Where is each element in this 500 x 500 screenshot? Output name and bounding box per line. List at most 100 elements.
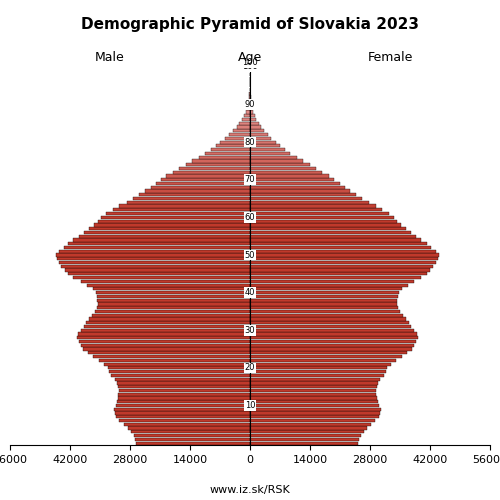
Text: 30: 30 xyxy=(244,326,256,334)
Bar xyxy=(116,415,250,418)
Bar xyxy=(250,148,284,152)
Bar xyxy=(126,200,250,204)
Bar xyxy=(60,250,250,253)
Bar xyxy=(250,415,378,418)
Bar xyxy=(250,412,380,414)
Bar xyxy=(250,204,376,208)
Bar xyxy=(250,430,364,434)
Bar xyxy=(250,314,402,317)
Bar xyxy=(120,419,250,422)
Bar xyxy=(250,118,256,121)
Bar xyxy=(106,212,250,215)
Bar xyxy=(250,163,310,166)
Bar xyxy=(180,167,250,170)
Bar xyxy=(166,174,250,178)
Bar xyxy=(250,340,416,343)
Bar xyxy=(78,234,250,238)
Bar xyxy=(250,122,258,125)
Bar xyxy=(250,291,399,294)
Text: 80: 80 xyxy=(244,138,256,146)
Bar xyxy=(250,268,430,272)
Bar xyxy=(108,370,250,373)
Bar xyxy=(250,156,296,159)
Bar xyxy=(250,348,412,350)
Bar xyxy=(250,389,376,392)
Bar xyxy=(250,295,398,298)
Bar xyxy=(98,298,250,302)
Bar xyxy=(250,190,350,192)
Bar xyxy=(250,310,400,313)
Bar xyxy=(68,272,250,276)
Bar xyxy=(113,208,250,212)
Bar xyxy=(94,224,250,226)
Bar xyxy=(60,261,250,264)
Bar xyxy=(64,246,250,249)
Bar xyxy=(92,288,250,290)
Bar xyxy=(250,374,384,377)
Bar xyxy=(250,382,378,384)
Bar xyxy=(250,110,254,114)
Bar xyxy=(118,396,250,400)
Bar xyxy=(86,321,250,324)
Bar xyxy=(101,216,250,219)
Bar xyxy=(250,174,329,178)
Bar xyxy=(88,351,250,354)
Bar xyxy=(250,170,322,174)
Bar xyxy=(118,392,250,396)
Text: 70: 70 xyxy=(244,176,256,184)
Bar xyxy=(250,366,387,370)
Bar xyxy=(96,306,250,310)
Bar xyxy=(250,385,377,388)
Bar xyxy=(134,197,250,200)
Bar xyxy=(250,355,402,358)
Bar xyxy=(250,106,252,110)
Text: 40: 40 xyxy=(245,288,256,297)
Bar xyxy=(250,182,340,185)
Bar xyxy=(84,348,250,350)
Bar xyxy=(250,114,254,117)
Bar xyxy=(250,212,389,215)
Bar xyxy=(116,404,250,407)
Bar xyxy=(244,114,250,117)
Bar xyxy=(192,160,250,162)
Bar xyxy=(120,389,250,392)
Bar xyxy=(80,280,250,283)
Bar xyxy=(78,332,250,336)
Text: 90: 90 xyxy=(245,100,256,109)
Bar xyxy=(250,408,381,411)
Bar xyxy=(250,140,276,143)
Bar xyxy=(156,182,250,185)
Bar xyxy=(108,366,250,370)
Bar xyxy=(248,103,250,106)
Bar xyxy=(250,200,368,204)
Text: Male: Male xyxy=(95,51,125,64)
Bar xyxy=(115,412,250,414)
Text: 20: 20 xyxy=(245,364,256,372)
Bar xyxy=(250,358,396,362)
Bar xyxy=(225,137,250,140)
Bar xyxy=(250,272,427,276)
Bar xyxy=(250,396,378,400)
Bar xyxy=(74,238,250,242)
Bar xyxy=(250,193,356,196)
Bar xyxy=(135,438,250,441)
Bar xyxy=(250,167,316,170)
Bar xyxy=(250,224,402,226)
Bar xyxy=(97,295,250,298)
Bar xyxy=(230,133,250,136)
Bar xyxy=(250,400,378,404)
Bar xyxy=(116,400,250,404)
Bar xyxy=(95,310,250,313)
Bar xyxy=(250,332,417,336)
Bar xyxy=(118,385,250,388)
Bar xyxy=(205,152,250,155)
Bar xyxy=(250,220,397,222)
Bar xyxy=(131,430,250,434)
Bar xyxy=(250,325,411,328)
Bar xyxy=(186,163,250,166)
Bar xyxy=(250,261,436,264)
Bar xyxy=(249,96,250,98)
Bar xyxy=(250,208,382,212)
Bar xyxy=(247,106,250,110)
Bar xyxy=(250,137,272,140)
